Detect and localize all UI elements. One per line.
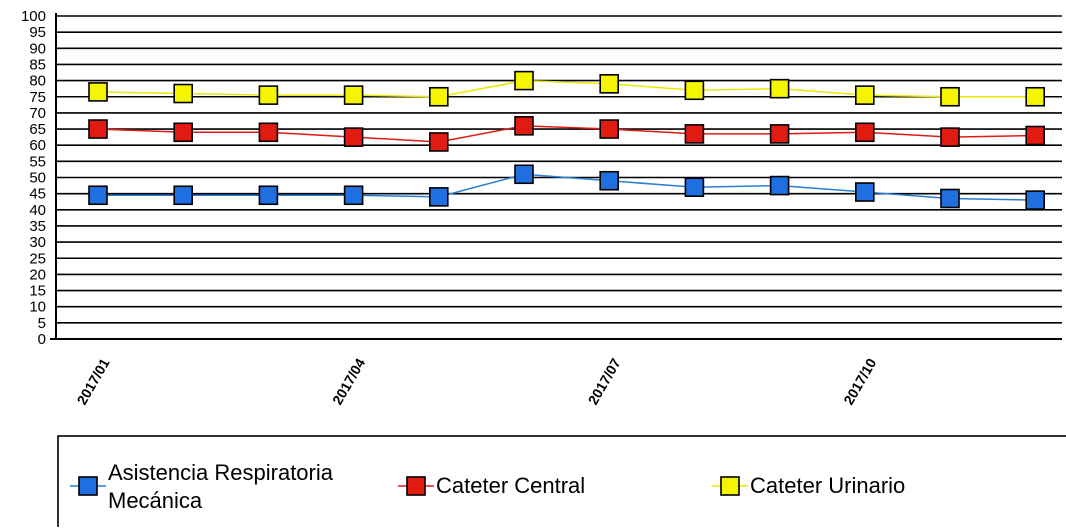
data-point-series-3: [173, 83, 193, 104]
data-point-series-2: [599, 119, 620, 139]
data-point-series-2: [684, 124, 705, 144]
series-line-1: [98, 173, 1036, 201]
data-point-series-3: [1025, 86, 1045, 107]
data-point-series-3: [769, 78, 790, 99]
data-point-series-3: [258, 85, 279, 105]
data-point-series-2: [854, 122, 875, 143]
y-tick-label: 30: [29, 234, 46, 251]
data-point-series-3: [599, 74, 620, 94]
legend-swatch-2: [406, 476, 426, 496]
data-point-series-3: [854, 85, 875, 105]
data-point-series-3: [428, 86, 449, 107]
x-tick-label: 2017/10: [840, 355, 879, 407]
data-point-series-1: [173, 185, 193, 206]
data-point-series-2: [1025, 125, 1045, 146]
x-tick-label: 2017/04: [329, 355, 368, 407]
legend-box: [57, 435, 1066, 532]
legend-label: Asistencia Respiratoria: [108, 460, 334, 485]
y-tick-label: 20: [29, 266, 46, 283]
data-point-series-1: [88, 185, 108, 206]
y-tick-label: 5: [38, 315, 46, 332]
data-point-series-1: [854, 182, 875, 202]
x-tick-label: 2017/07: [585, 355, 624, 407]
data-point-series-1: [1025, 190, 1045, 210]
data-point-series-1: [428, 187, 449, 207]
data-point-series-2: [88, 119, 108, 139]
y-tick-label: 80: [29, 73, 46, 90]
data-point-series-2: [940, 127, 960, 147]
series: [88, 70, 1045, 210]
legend-swatch-3: [720, 476, 740, 496]
y-tick-label: 15: [29, 283, 46, 300]
y-tick-label: 70: [29, 105, 46, 122]
x-axis-tick-labels: 2017/01 2017/04 2017/07 2017/10: [73, 355, 879, 407]
data-point-series-1: [343, 185, 364, 206]
axes: [50, 13, 1062, 340]
data-point-series-1: [940, 188, 960, 209]
data-point-series-2: [343, 127, 364, 147]
data-point-series-3: [940, 86, 960, 107]
data-point-series-3: [343, 85, 364, 105]
legend-label: Cateter Urinario: [750, 473, 905, 498]
y-tick-label: 25: [29, 250, 46, 267]
data-point-series-1: [258, 185, 279, 206]
legend-swatch-1: [78, 476, 98, 496]
y-tick-label: 0: [38, 331, 46, 348]
y-tick-label: 95: [29, 24, 46, 41]
legend-label: Cateter Central: [436, 473, 585, 498]
y-tick-label: 50: [29, 170, 46, 187]
y-tick-label: 60: [29, 137, 46, 154]
y-tick-label: 45: [29, 186, 46, 203]
data-point-series-3: [514, 70, 534, 91]
series-line-3: [97, 79, 1036, 98]
data-point-series-3: [684, 80, 705, 101]
x-tick-label: 2017/01: [73, 355, 112, 407]
data-point-series-2: [769, 124, 790, 144]
y-axis-tick-labels: 0510152025303540455055606570758085909510…: [21, 8, 46, 348]
y-tick-label: 75: [29, 89, 46, 106]
data-point-series-2: [428, 132, 449, 152]
legend-label: Mecánica: [108, 488, 203, 513]
y-tick-label: 85: [29, 56, 46, 73]
y-tick-label: 55: [29, 153, 46, 170]
legend: Asistencia Respiratoria Mecánica Cateter C…: [57, 435, 1066, 532]
y-tick-label: 35: [29, 218, 46, 235]
y-tick-label: 90: [29, 40, 46, 57]
series-line-2: [97, 125, 1036, 143]
data-point-series-1: [514, 164, 534, 185]
y-tick-label: 40: [29, 202, 46, 219]
y-tick-label: 100: [21, 8, 46, 25]
data-point-series-1: [684, 177, 705, 197]
data-point-series-2: [258, 122, 279, 143]
data-point-series-3: [88, 82, 108, 102]
gridlines: [56, 15, 1062, 340]
data-point-series-1: [769, 175, 790, 196]
data-point-series-1: [599, 170, 620, 191]
data-point-series-2: [173, 122, 193, 143]
y-tick-label: 10: [29, 299, 46, 316]
data-point-series-2: [514, 116, 534, 136]
y-tick-label: 65: [29, 121, 46, 138]
